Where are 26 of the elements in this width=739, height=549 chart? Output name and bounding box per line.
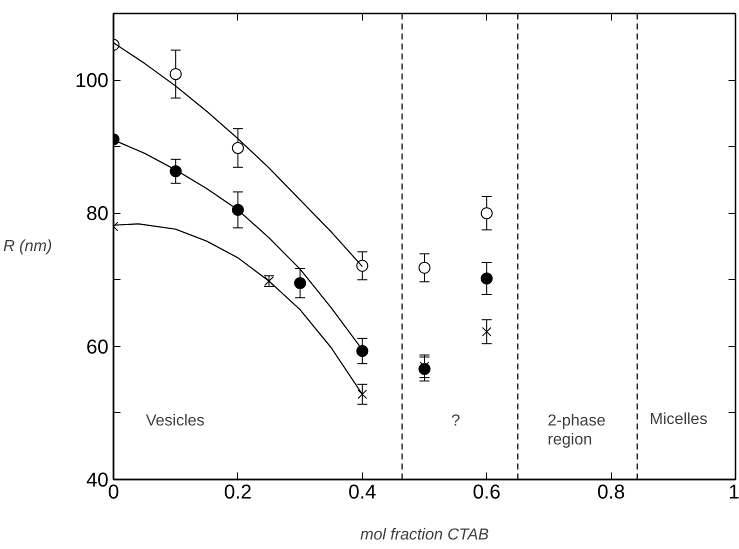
y-tick-label: 100 — [75, 70, 109, 92]
point — [480, 272, 493, 284]
x-tick-label: 0.6 — [472, 482, 501, 504]
x-tick-label: 0 — [108, 482, 120, 504]
point — [356, 345, 368, 358]
point — [358, 390, 368, 400]
point — [170, 68, 182, 80]
y-tick-label: 40 — [86, 470, 109, 492]
annotation: ? — [451, 412, 460, 430]
y-tick-label: 80 — [86, 203, 109, 226]
annotation: 2-phase region — [548, 412, 606, 449]
y-tick-label: 60 — [86, 336, 109, 358]
x-tick-label: 0.2 — [224, 482, 252, 504]
y-axis-title: R (nm) — [3, 238, 52, 255]
x-tick-label: 0.8 — [597, 482, 626, 504]
x-axis-title: mol fraction CTAB — [360, 526, 490, 544]
point — [356, 260, 368, 272]
annotation: Vesicles — [146, 412, 205, 430]
point — [482, 326, 492, 336]
annotation: Micelles — [650, 410, 708, 428]
point — [480, 207, 493, 220]
point — [232, 142, 244, 154]
point — [418, 262, 430, 274]
x-tick-label: 1 — [728, 482, 739, 504]
point — [294, 277, 306, 290]
x-tick-label: 0.4 — [348, 482, 376, 504]
